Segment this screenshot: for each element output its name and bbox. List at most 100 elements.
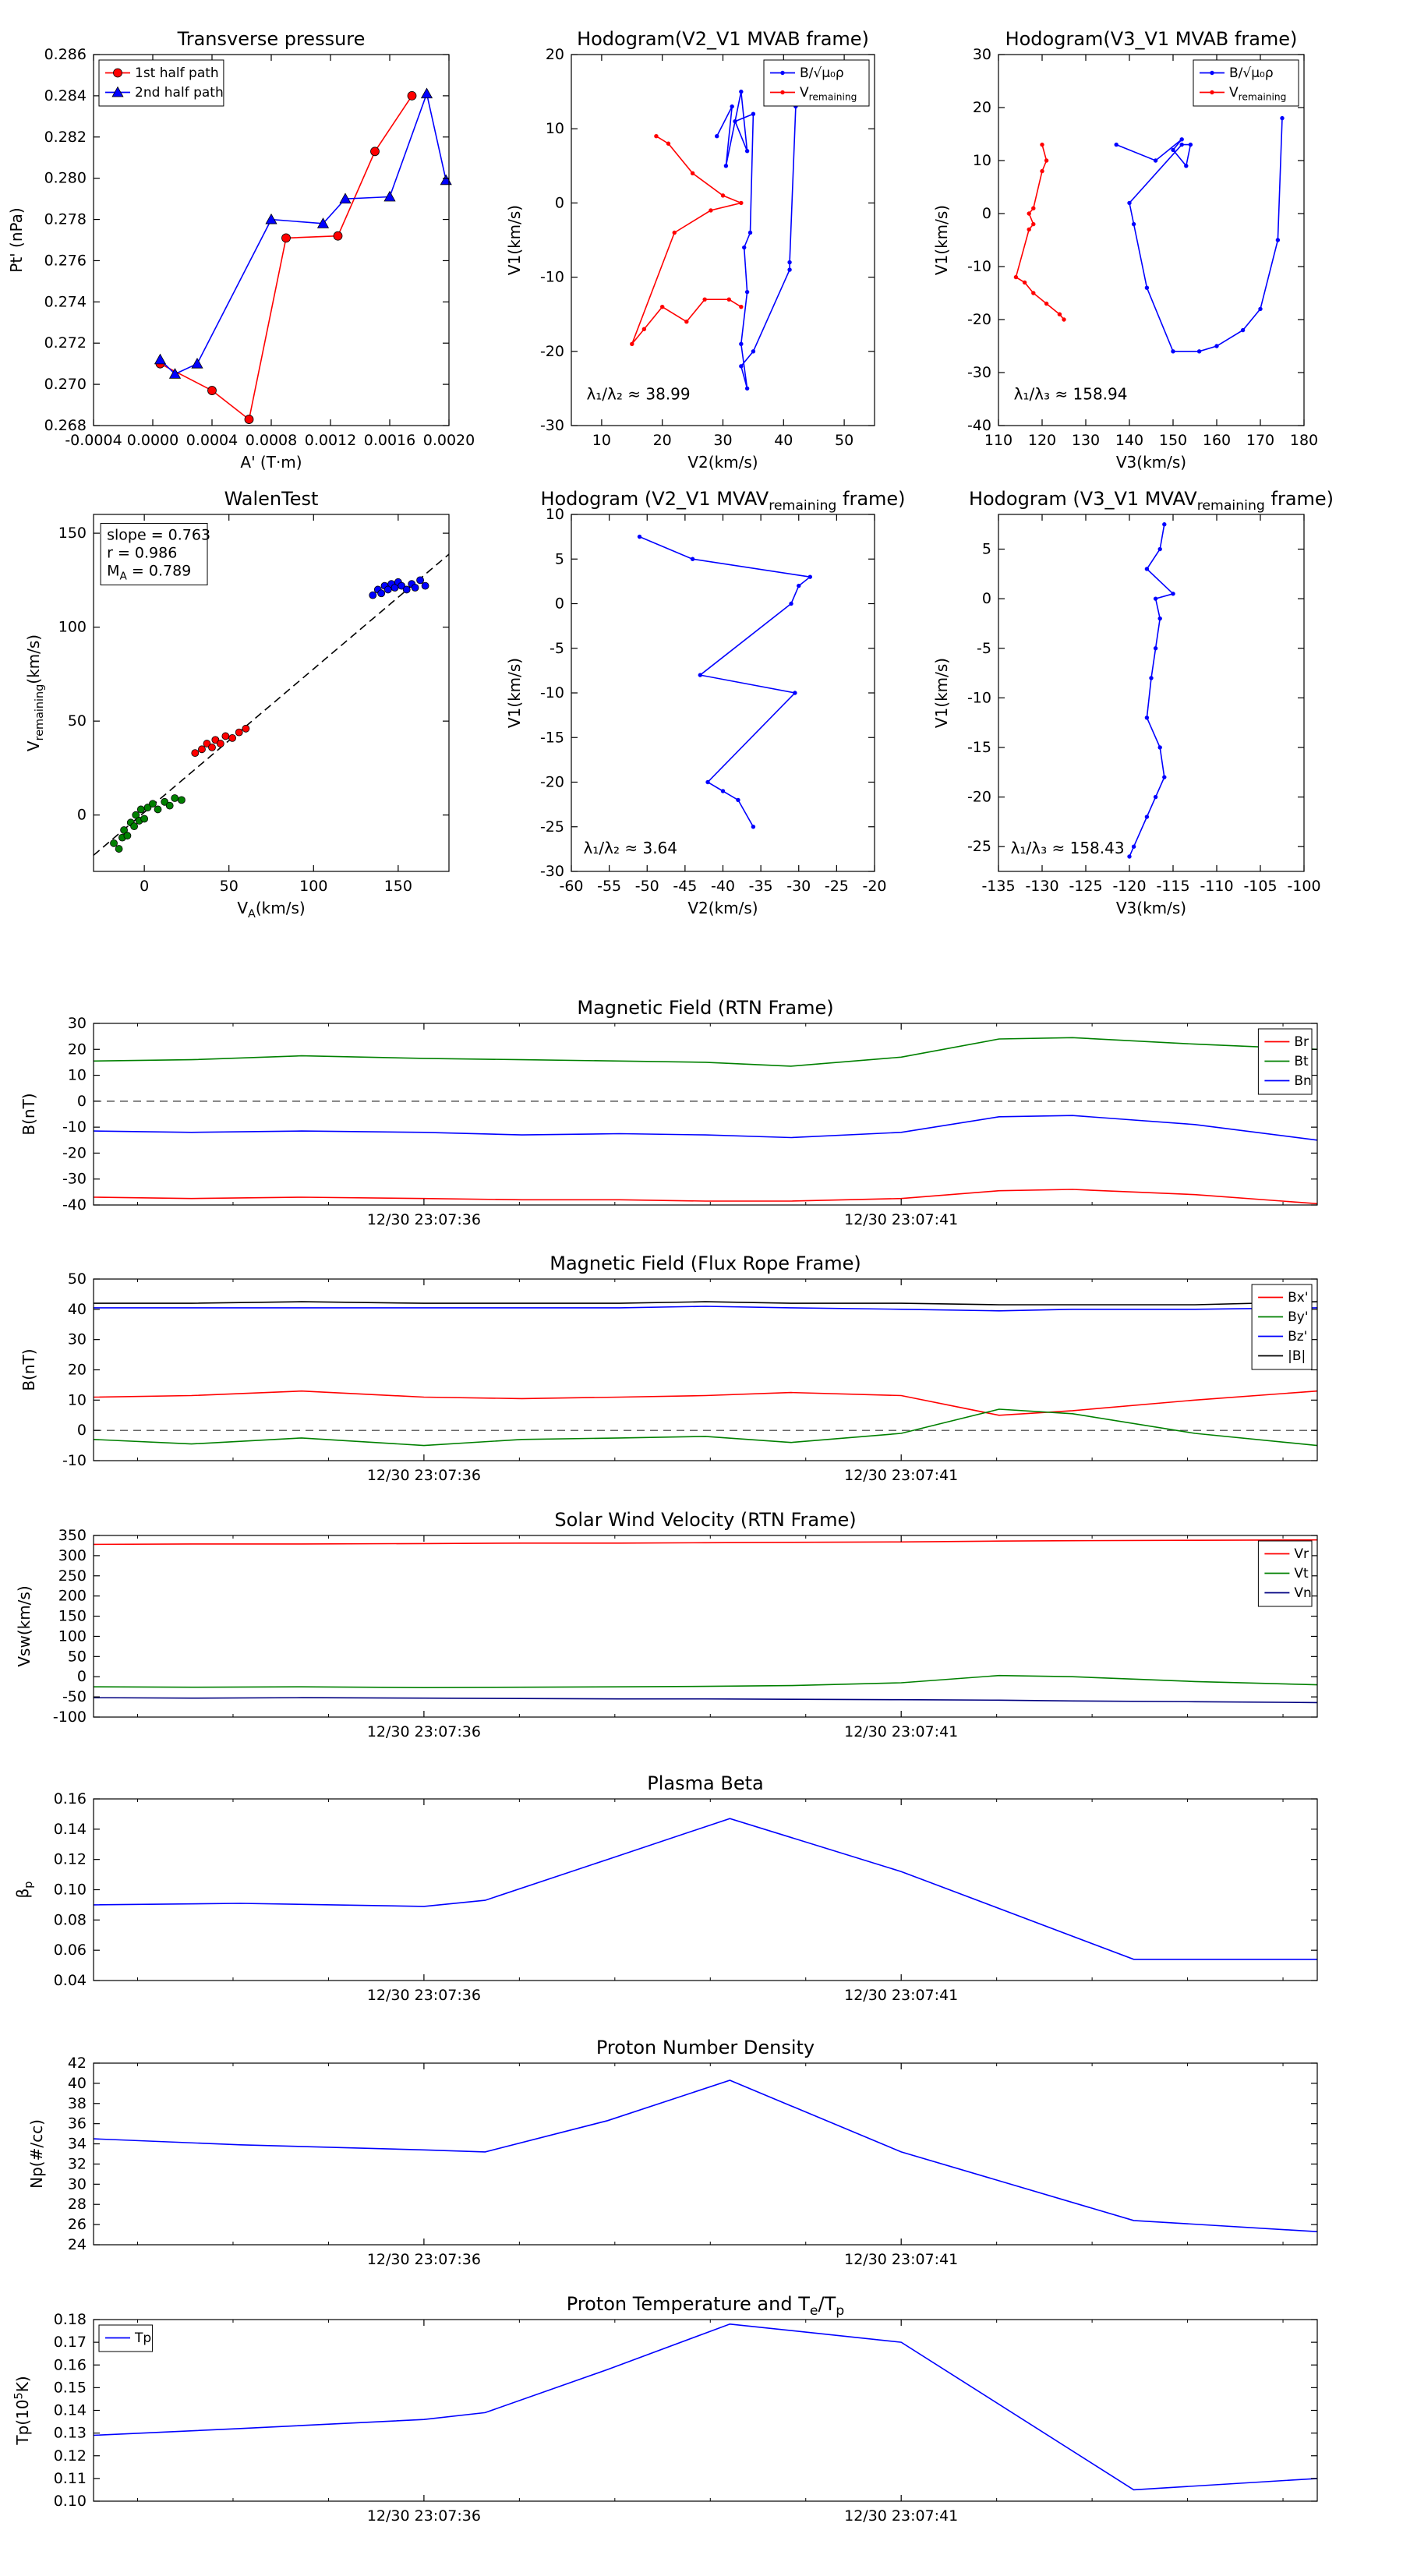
y-axis-label: Vremaining(km/s) <box>24 634 46 751</box>
axes-background <box>571 514 875 871</box>
y-tick-label: 0.08 <box>54 1911 87 1928</box>
chart-title: Transverse pressure <box>177 28 366 50</box>
ticks: 12/30 23:07:36 12/30 23:07:41 0.10 0.11 0.12… <box>54 2311 1317 2525</box>
x-tick-label: 20 <box>653 432 672 449</box>
y-axis-label: V1(km/s) <box>932 205 951 275</box>
legend-label: 1st half path <box>135 65 219 81</box>
chart-title: WalenTest <box>224 488 319 510</box>
y-tick-label: 0.270 <box>44 376 87 393</box>
x-tick-label: 150 <box>1159 432 1187 449</box>
chart-title: Plasma Beta <box>647 1772 763 1794</box>
x-tick-label: 12/30 23:07:36 <box>367 2507 481 2525</box>
x-tick-label: 0.0020 <box>423 432 475 449</box>
series-Vt <box>93 1674 1318 1688</box>
x-tick-label: 12/30 23:07:36 <box>367 2251 481 2268</box>
x-tick-label: -55 <box>597 878 621 895</box>
chart-title: Proton Temperature and Te/Tp <box>567 2293 844 2319</box>
y-tick-label: 0.12 <box>54 2447 87 2465</box>
x-tick-label: -115 <box>1156 878 1189 895</box>
chart-title: Magnetic Field (Flux Rope Frame) <box>550 1253 861 1274</box>
y-tick-label: 0.13 <box>54 2425 87 2442</box>
x-tick-label: -60 <box>559 878 583 895</box>
y-tick-label: -40 <box>62 1196 87 1214</box>
x-tick-label: 10 <box>592 432 611 449</box>
ticks: 12/30 23:07:36 12/30 23:07:41 -40 -30 -20 -10… <box>62 1015 1317 1228</box>
x-tick-label: -125 <box>1069 878 1102 895</box>
y-tick-label: -15 <box>967 739 991 756</box>
chart-title: Solar Wind Velocity (RTN Frame) <box>554 1509 856 1531</box>
chart-title: Hodogram(V3_V1 MVAB frame) <box>1005 28 1298 50</box>
y-tick-label: 40 <box>68 1301 87 1318</box>
x-tick-label: 12/30 23:07:41 <box>844 1987 958 2004</box>
y-tick-label: -25 <box>967 838 991 855</box>
axes-border <box>93 1535 1318 1718</box>
x-tick-label: 100 <box>299 878 327 895</box>
y-tick-label: 32 <box>68 2155 87 2172</box>
y-tick-label: -20 <box>540 343 564 360</box>
y-tick-label: 36 <box>68 2115 87 2133</box>
ticks: 12/30 23:07:36 12/30 23:07:41 24 26 28 30 32 34… <box>68 2055 1317 2268</box>
y-tick-label: -20 <box>967 789 991 806</box>
legend-label: 2nd half path <box>135 85 224 101</box>
chart-title: Hodogram (V2_V1 MVAVremaining frame) <box>540 488 905 514</box>
x-tick-label: -130 <box>1025 878 1058 895</box>
y-tick-label: 150 <box>58 1608 87 1625</box>
series-Vremaining <box>1013 142 1066 322</box>
legend: Tp <box>98 2324 154 2352</box>
y-tick-label: 0 <box>77 1422 87 1439</box>
x-tick-label: 12/30 23:07:36 <box>367 1987 481 2004</box>
x-tick-label: 12/30 23:07:41 <box>844 1211 958 1228</box>
y-tick-label: 0 <box>982 590 991 607</box>
y-tick-label: 0.268 <box>44 417 87 434</box>
series-Tp <box>93 2323 1318 2491</box>
axes-background <box>94 2320 1317 2501</box>
legend-label: B/√μ₀ρ <box>800 65 844 81</box>
y-axis-label: V1(km/s) <box>505 658 524 728</box>
y-tick-label: 0.16 <box>54 1790 87 1807</box>
legend-label: |B| <box>1288 1348 1306 1364</box>
chart-mag-fluxrope: 12/30 23:07:36 12/30 23:07:41 -10 0 10 20 30 40… <box>19 1253 1318 1484</box>
series-Vr <box>93 1539 1318 1546</box>
x-tick-label: -0.0004 <box>65 432 122 449</box>
y-tick-label: -10 <box>540 269 564 286</box>
series-|B| <box>94 1301 1318 1306</box>
x-tick-label: 12/30 23:07:41 <box>844 2507 958 2525</box>
y-axis-label: βp <box>13 1882 35 1899</box>
ticks: 12/30 23:07:36 12/30 23:07:41 -100 -50 0 50 10… <box>53 1527 1317 1740</box>
axes-background <box>94 1799 1317 1981</box>
y-tick-label: -15 <box>540 729 564 746</box>
x-tick-label: 0.0012 <box>305 432 356 449</box>
x-tick-label: 150 <box>384 878 412 895</box>
y-tick-label: 0.282 <box>44 129 87 146</box>
y-tick-label: -25 <box>540 818 564 836</box>
y-tick-label: -20 <box>62 1144 87 1161</box>
y-axis-label: V1(km/s) <box>932 658 951 728</box>
ticks: -60 -55 -50 -45 -40 -35 -30 -25 -20-30-25-20-15-… <box>540 506 887 895</box>
y-tick-label: 10 <box>546 506 564 523</box>
chart-hodogram-v2v1-mvab: 10 20 30 40 50 -30 -20 -10 0 10 20 Hodogram(V2_V1 M… <box>505 28 875 472</box>
series-B/√μ₀ρ <box>1114 115 1285 354</box>
ticks: 0 50 100 150 0 50 100 150 <box>58 514 449 895</box>
y-tick-label: -10 <box>540 684 564 701</box>
series-Vn <box>93 1697 1318 1704</box>
y-tick-label: -30 <box>540 863 564 880</box>
legend-label: Bn <box>1294 1073 1311 1089</box>
chart-vsw-rtn: 12/30 23:07:36 12/30 23:07:41 -100 -50 0 50 10… <box>15 1509 1318 1740</box>
ticks: 12/30 23:07:36 12/30 23:07:41 0.04 0.06 0.08… <box>54 1790 1317 2004</box>
ticks: 110 120 130 140 150 160 170 180 -40 -30 -20 -10 0 10 2… <box>967 46 1318 449</box>
y-tick-label: 26 <box>68 2216 87 2233</box>
x-tick-label: 180 <box>1290 432 1318 449</box>
x-tick-label: 0.0004 <box>186 432 238 449</box>
y-tick-label: 100 <box>58 619 87 636</box>
axes-border <box>998 54 1305 426</box>
y-tick-label: 30 <box>68 2175 87 2193</box>
y-tick-label: 28 <box>68 2196 87 2213</box>
series-series2 <box>191 724 250 758</box>
x-tick-label: 30 <box>713 432 732 449</box>
series-series1 <box>110 794 186 853</box>
y-tick-label: 10 <box>546 120 564 137</box>
y-tick-label: 250 <box>58 1567 87 1585</box>
series-series0 <box>637 534 813 829</box>
chart-title: Hodogram (V3_V1 MVAVremaining frame) <box>969 488 1334 514</box>
x-tick-label: 12/30 23:07:41 <box>844 1723 958 1740</box>
